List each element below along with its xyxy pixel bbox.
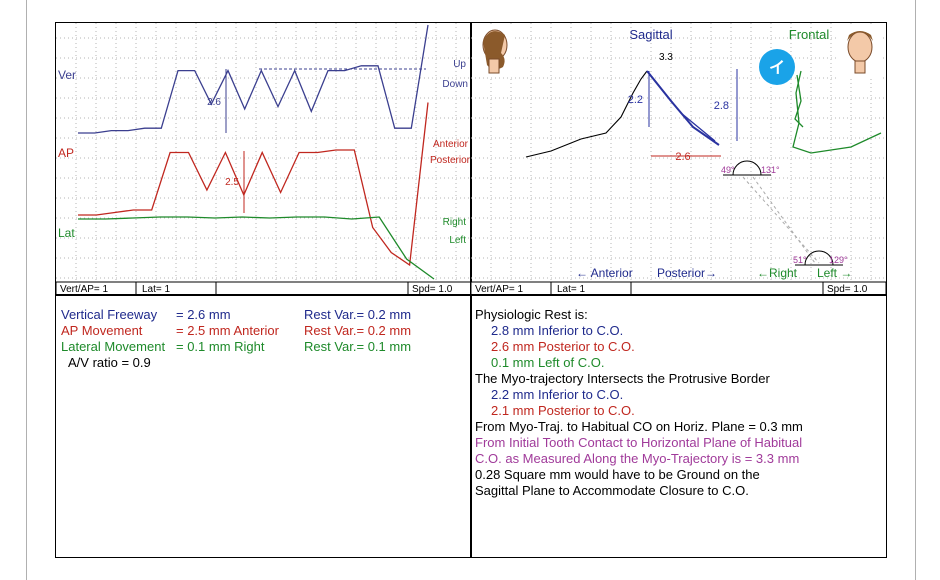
report-line: 0.28 Square mm would have to be Ground o… — [475, 467, 760, 482]
horiz-measure-label: 2.6 — [675, 151, 690, 163]
report-line: 2.2 mm Inferior to C.O. — [491, 387, 624, 402]
report-line: The Myo-trajectory Intersects the Protru… — [475, 371, 770, 386]
vertical-rest-var: Rest Var.= 0.2 mm — [304, 307, 412, 322]
ap-rest-var: Rest Var.= 0.2 mm — [304, 323, 412, 338]
angle2-left-label: 51° — [793, 255, 807, 265]
stats-panel: Vertical Freeway = 2.6 mm Rest Var.= 0.2… — [55, 294, 472, 558]
lateral-rest-var: Rest Var.= 0.1 mm — [304, 339, 412, 354]
report-panel: Physiologic Rest is: 2.8 mm Inferior to C… — [470, 294, 887, 558]
ap-axis-label: AP — [58, 146, 74, 160]
myo-trajectory-2 — [648, 72, 716, 142]
anterior-label: Anterior — [433, 139, 469, 150]
ver-axis-label: Ver — [58, 68, 76, 82]
angle2-arc — [804, 250, 834, 266]
left-label: Left — [449, 235, 466, 246]
ap-series-line — [78, 102, 429, 267]
frontal-trace-2 — [794, 74, 804, 128]
vertical-freeway-value: = 2.6 mm — [176, 307, 231, 322]
sagittal-title: Sagittal — [629, 27, 672, 42]
lateral-movement-label: Lateral Movement — [61, 339, 166, 354]
up-label: Up — [453, 59, 466, 70]
posterior-axis-label: Posterior→ — [657, 266, 717, 280]
left-status-vertap: Vert/AP= 1 — [60, 284, 109, 295]
lat-series-line — [78, 216, 435, 280]
angle2-right-label: 129° — [829, 255, 848, 265]
report-line: Physiologic Rest is: — [475, 307, 588, 322]
ver-series-line — [78, 24, 429, 134]
left-chart-svg: Ver AP Lat 2.6 2.5 Up Down Anterior Post… — [55, 23, 472, 296]
report-line: 2.6 mm Posterior to C.O. — [491, 339, 635, 354]
right-status-lat: Lat= 1 — [557, 284, 586, 295]
face-front-icon — [837, 25, 883, 79]
sagittal-frontal-chart: Sagittal Frontal 2.2 2.8 2.6 3.3 49° 131… — [470, 22, 887, 296]
projection-line-2 — [752, 176, 816, 264]
app-frame — [26, 0, 916, 580]
angle-right-label: 131° — [761, 165, 780, 175]
badge-label: イ — [769, 60, 785, 77]
report-line: C.O. as Measured Along the Myo-Trajector… — [475, 451, 800, 466]
vertical-ap-lat-chart: Ver AP Lat 2.6 2.5 Up Down Anterior Post… — [55, 22, 472, 296]
anterior-axis-label: ← Anterior — [576, 266, 633, 280]
posterior-label: Posterior — [430, 155, 471, 166]
ap-movement-value: = 2.5 mm Anterior — [176, 323, 279, 338]
report-line: From Initial Tooth Contact to Horizontal… — [475, 435, 803, 450]
down-label: Down — [442, 79, 468, 90]
right-axis-label: ←Right — [757, 266, 798, 280]
ap-movement-label: AP Movement — [61, 323, 143, 338]
top-measure-label: 3.3 — [659, 52, 673, 63]
report-line: Sagittal Plane to Accommodate Closure to… — [475, 483, 749, 498]
sag-vert-label: 2.2 — [628, 94, 643, 106]
myo-trajectory — [646, 70, 720, 146]
right-status-spd: Spd= 1.0 — [827, 284, 868, 295]
report-line: 0.1 mm Left of C.O. — [491, 355, 605, 370]
vertical-freeway-label: Vertical Freeway — [61, 307, 158, 322]
badge-circle — [759, 49, 795, 85]
report-line: From Myo-Traj. to Habitual CO on Horiz. … — [475, 419, 803, 434]
sagittal-trace — [525, 70, 648, 158]
ap-measure-label: 2.5 — [225, 177, 239, 188]
left-status-spd: Spd= 1.0 — [412, 284, 453, 295]
report-line: 2.8 mm Inferior to C.O. — [491, 323, 624, 338]
right-status-vertap: Vert/AP= 1 — [475, 284, 524, 295]
av-ratio: A/V ratio = 0.9 — [68, 355, 151, 370]
right-label: Right — [443, 217, 467, 228]
frontal-title: Frontal — [789, 27, 830, 42]
left-status-lat: Lat= 1 — [142, 284, 171, 295]
angle-arc — [732, 160, 762, 176]
lateral-movement-value: = 0.1 mm Right — [176, 339, 265, 354]
lat-axis-label: Lat — [58, 226, 75, 240]
report-line: 2.1 mm Posterior to C.O. — [491, 403, 635, 418]
ver-measure-label: 2.6 — [207, 97, 221, 108]
left-axis-label: Left → — [817, 266, 852, 280]
face-profile-icon — [473, 25, 515, 77]
frontal-trace — [792, 70, 882, 154]
right-chart-svg: Sagittal Frontal 2.2 2.8 2.6 3.3 49° 131… — [470, 23, 887, 296]
front-vert-label: 2.8 — [714, 100, 729, 112]
angle-left-label: 49° — [721, 165, 735, 175]
projection-line — [742, 176, 820, 264]
